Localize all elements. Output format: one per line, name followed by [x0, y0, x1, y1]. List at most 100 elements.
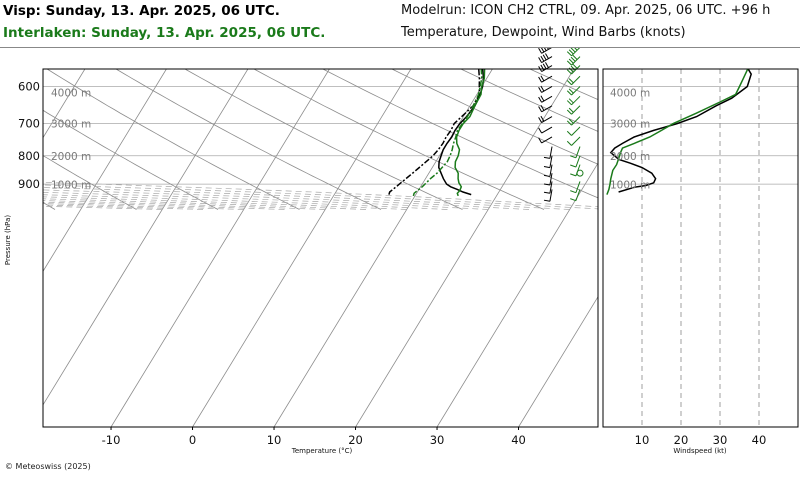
wind-barb: [543, 181, 553, 194]
barb-feather: [545, 62, 549, 68]
wind-barb: [543, 189, 553, 202]
dry-adiabat: [551, 48, 800, 210]
barb-shaft: [571, 75, 581, 86]
barb-shaft: [541, 126, 553, 134]
barb-feather: [540, 75, 545, 82]
barb-shaft: [571, 56, 581, 66]
barb-feather: [540, 85, 545, 92]
isotherm-line: [43, 69, 249, 406]
windspeed-tick-label: 20: [674, 433, 689, 447]
barb-feather: [543, 156, 551, 159]
dry-adiabat: [721, 48, 800, 210]
copyright-text: © Meteoswiss (2025): [5, 462, 91, 471]
barb-shaft: [571, 105, 581, 115]
barb-feather: [566, 130, 572, 136]
wind-barb: [570, 164, 581, 177]
barb-feather: [568, 118, 574, 124]
barb-shaft: [571, 86, 581, 96]
barb-feather: [543, 166, 551, 169]
wind-barb: [566, 95, 581, 106]
station1-windspeed-line: [609, 69, 753, 193]
barb-shaft: [571, 136, 581, 146]
barb-feather: [566, 140, 572, 146]
barb-shaft: [541, 48, 552, 54]
wind-barb: [570, 181, 581, 194]
barb-feather: [570, 65, 576, 71]
barb-feather: [566, 109, 572, 115]
dry-adiabat: [322, 69, 598, 199]
barb-feather: [540, 95, 545, 102]
wind-barb: [566, 48, 581, 57]
skewt-grid: [43, 48, 800, 427]
wind-barb: [566, 116, 581, 126]
windspeed-profiles: [606, 69, 753, 195]
barb-feather: [538, 96, 543, 103]
wind-barb: [538, 85, 553, 93]
barb-feather: [543, 174, 551, 177]
temperature-tick-label: -10: [102, 433, 121, 447]
dry-adiabat: [778, 48, 800, 210]
temperature-tick-label: 10: [267, 433, 282, 447]
barb-feather: [570, 155, 577, 159]
modelrun-label: Modelrun: ICON CH2 CTRL, 09. Apr. 2025, …: [401, 3, 771, 18]
wind-barb: [566, 126, 581, 136]
isotherm-line: [110, 69, 330, 427]
barb-feather: [540, 104, 545, 111]
isotherm-line: [436, 162, 598, 427]
barb-feather: [570, 48, 576, 53]
barb-feather: [566, 100, 572, 106]
barb-shaft: [571, 116, 581, 126]
barb-shaft: [541, 136, 553, 144]
dry-adiabat: [43, 109, 219, 210]
wind-barb: [538, 62, 553, 72]
axis-labels: 3004005006007008009009000 m9000 m7000 m7…: [4, 48, 766, 455]
skewt-frame: [42, 68, 599, 428]
windspeed-tick-label: 30: [713, 433, 728, 447]
dry-adiabat: [115, 69, 382, 210]
barb-feather: [568, 98, 574, 104]
calm-circle: [576, 169, 584, 177]
wind-barb: [538, 48, 552, 54]
dry-adiabat: [184, 69, 463, 210]
pressure-tick-label: 500: [18, 48, 40, 50]
wind-barb: [538, 115, 553, 124]
station2-title: Interlaken: Sunday, 13. Apr. 2025, 06 UT…: [3, 25, 326, 41]
barb-shaft: [571, 65, 581, 75]
wind-barb: [570, 189, 581, 202]
wind-barb: [566, 54, 581, 66]
wind-barb: [570, 155, 581, 168]
wind-barb: [538, 95, 553, 103]
barb-feather: [566, 60, 572, 66]
wind-barb: [566, 86, 581, 96]
barb-feather: [566, 51, 572, 57]
barb-feather: [566, 69, 572, 75]
wind-barb: [538, 136, 553, 144]
isotherm-line: [355, 69, 575, 427]
moist-adiabat: [43, 182, 598, 208]
station1-dewpoint-line: [388, 69, 481, 195]
windspeed-axis-title: Windspeed (kt): [673, 447, 726, 455]
wind-barb: [576, 169, 584, 177]
wind-barb: [538, 53, 553, 64]
temperature-tick-label: 30: [430, 433, 445, 447]
barb-feather: [566, 80, 572, 86]
ws-altitude-label: 1000 m: [610, 180, 650, 192]
barb-feather: [544, 48, 547, 51]
barb-shaft: [549, 189, 553, 202]
wind-barb: [566, 105, 581, 115]
altitude-label: 1000 m: [51, 180, 91, 192]
chart-area: 3004005006007008009009000 m9000 m7000 m7…: [4, 48, 800, 455]
isotherm-line: [682, 69, 800, 427]
moist-adiabat: [43, 184, 598, 210]
barb-shaft: [571, 126, 581, 136]
barb-shaft: [541, 75, 553, 83]
station2-temperature-line: [454, 69, 486, 197]
barb-feather: [538, 76, 543, 83]
ws-altitude-label: 2000 m: [610, 151, 650, 163]
barb-feather: [538, 127, 543, 134]
barb-shaft: [541, 116, 553, 124]
temperature-tick-label: 20: [348, 433, 363, 447]
station1-title: Visp: Sunday, 13. Apr. 2025, 06 UTC.: [3, 3, 280, 19]
windspeed-tick-label: 10: [635, 433, 650, 447]
barb-feather: [568, 88, 574, 94]
